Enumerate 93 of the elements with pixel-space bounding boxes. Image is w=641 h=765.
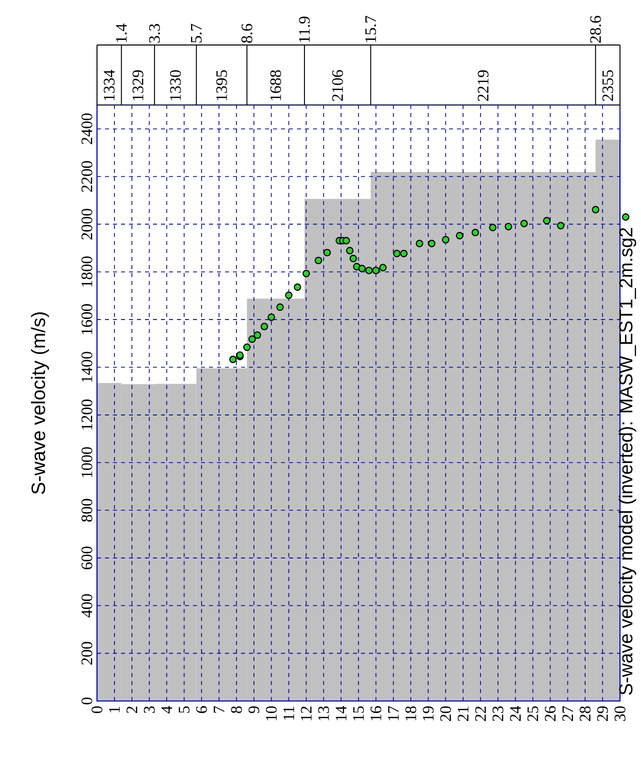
x-tick-label: 19 (422, 706, 434, 720)
x2-tick-label: 5.7 (191, 24, 202, 42)
x2-tick-label: 11.9 (299, 16, 310, 42)
x-tick-label: 21 (458, 706, 468, 721)
point (489, 224, 496, 232)
text: 2219 (478, 70, 489, 101)
x-tick-label: 4 (161, 706, 172, 714)
y-tick-label: 1200 (81, 400, 92, 430)
text: 1334 (104, 70, 115, 100)
point (592, 206, 600, 214)
point (365, 266, 373, 274)
point (358, 264, 366, 272)
x2-tick-label: 8.6 (241, 24, 252, 43)
x-tick-label: 29 (597, 706, 608, 721)
y-tick-label: 800 (81, 498, 92, 522)
x-tick-label: 24 (510, 706, 521, 721)
point (346, 246, 354, 254)
y-tick-label: 600 (81, 546, 92, 570)
text: 1395 (216, 70, 228, 100)
y-tick-label: 2400 (81, 113, 92, 144)
point (342, 236, 350, 244)
point (543, 216, 551, 224)
x-tick-label: 5 (178, 706, 190, 713)
point (323, 248, 331, 256)
x-tick-label: 9 (248, 706, 260, 714)
text: 1330 (170, 70, 181, 100)
x-tick-label: 13 (318, 706, 329, 720)
x-tick-label: 1 (109, 706, 120, 712)
point (248, 335, 256, 343)
point (556, 222, 564, 230)
y-tick-label: 2200 (81, 161, 92, 192)
y-tick-label: 400 (81, 594, 92, 618)
x-tick-label: 7 (214, 706, 224, 713)
point (229, 356, 237, 364)
x-tick-label: 3 (144, 706, 155, 713)
x-tick-label: 20 (440, 706, 452, 721)
y-tick-label: 1600 (81, 304, 92, 334)
point (314, 256, 322, 264)
legend-label: S-wave velocity model (inverted): MASW_EST1_2m.sg2 (618, 228, 636, 695)
point (379, 264, 387, 272)
x-tick-label: 18 (405, 706, 416, 720)
x-tick-label: 2 (126, 706, 138, 713)
point (350, 254, 357, 262)
text: 2106 (332, 70, 343, 101)
x-tick-label: 26 (544, 706, 556, 721)
point (260, 322, 268, 330)
x-tick-label: 27 (562, 706, 573, 721)
y-tick-label: 200 (81, 642, 92, 665)
point (416, 240, 424, 248)
point (243, 343, 251, 351)
point (393, 250, 401, 258)
x-tick-label: 22 (475, 706, 486, 721)
point (285, 292, 292, 299)
x-tick-label: 17 (388, 706, 399, 720)
x2-tick-label: 28.6 (590, 16, 602, 43)
x-tick-label: 10 (266, 706, 277, 720)
x-tick-label: 11 (283, 706, 294, 720)
x-tick-label: 0 (92, 706, 102, 714)
y-tick-label: 0 (81, 698, 92, 704)
x-tick-label: 12 (300, 706, 312, 720)
point (428, 240, 436, 248)
y-axis-title: S-wave velocity (m/s) (30, 312, 50, 494)
point (276, 303, 284, 311)
text: 1329 (132, 70, 144, 100)
y-tick-label: 2000 (81, 208, 92, 240)
x-tick-label: 16 (370, 706, 382, 720)
x-tick-label: 15 (353, 706, 364, 720)
point (442, 236, 450, 244)
point (294, 283, 302, 291)
x-tick-label: 23 (492, 706, 504, 721)
point (268, 313, 276, 321)
x-tick-label: 6 (196, 706, 207, 714)
x-tick-label: 14 (336, 706, 346, 720)
text: 1688 (270, 70, 282, 100)
point (456, 232, 464, 240)
point (504, 222, 512, 230)
y-tick-label: 1800 (81, 256, 92, 286)
x2-tick-label: 3.3 (149, 24, 160, 43)
x-tick-label: 25 (527, 706, 538, 721)
point (472, 228, 480, 236)
point (372, 266, 380, 274)
y-tick-label: 1000 (81, 447, 92, 478)
text: 2355 (602, 70, 614, 101)
x-tick-label: 28 (580, 706, 591, 721)
x-tick-label: 30 (614, 706, 626, 721)
point (254, 331, 262, 339)
x2-tick-label: 1.4 (116, 24, 127, 42)
point (520, 220, 528, 228)
x2-tick-label: 15.7 (365, 16, 376, 42)
x-tick-label: 8 (231, 706, 242, 714)
point (302, 270, 310, 278)
point (400, 250, 408, 258)
y-tick-label: 1400 (81, 352, 92, 382)
